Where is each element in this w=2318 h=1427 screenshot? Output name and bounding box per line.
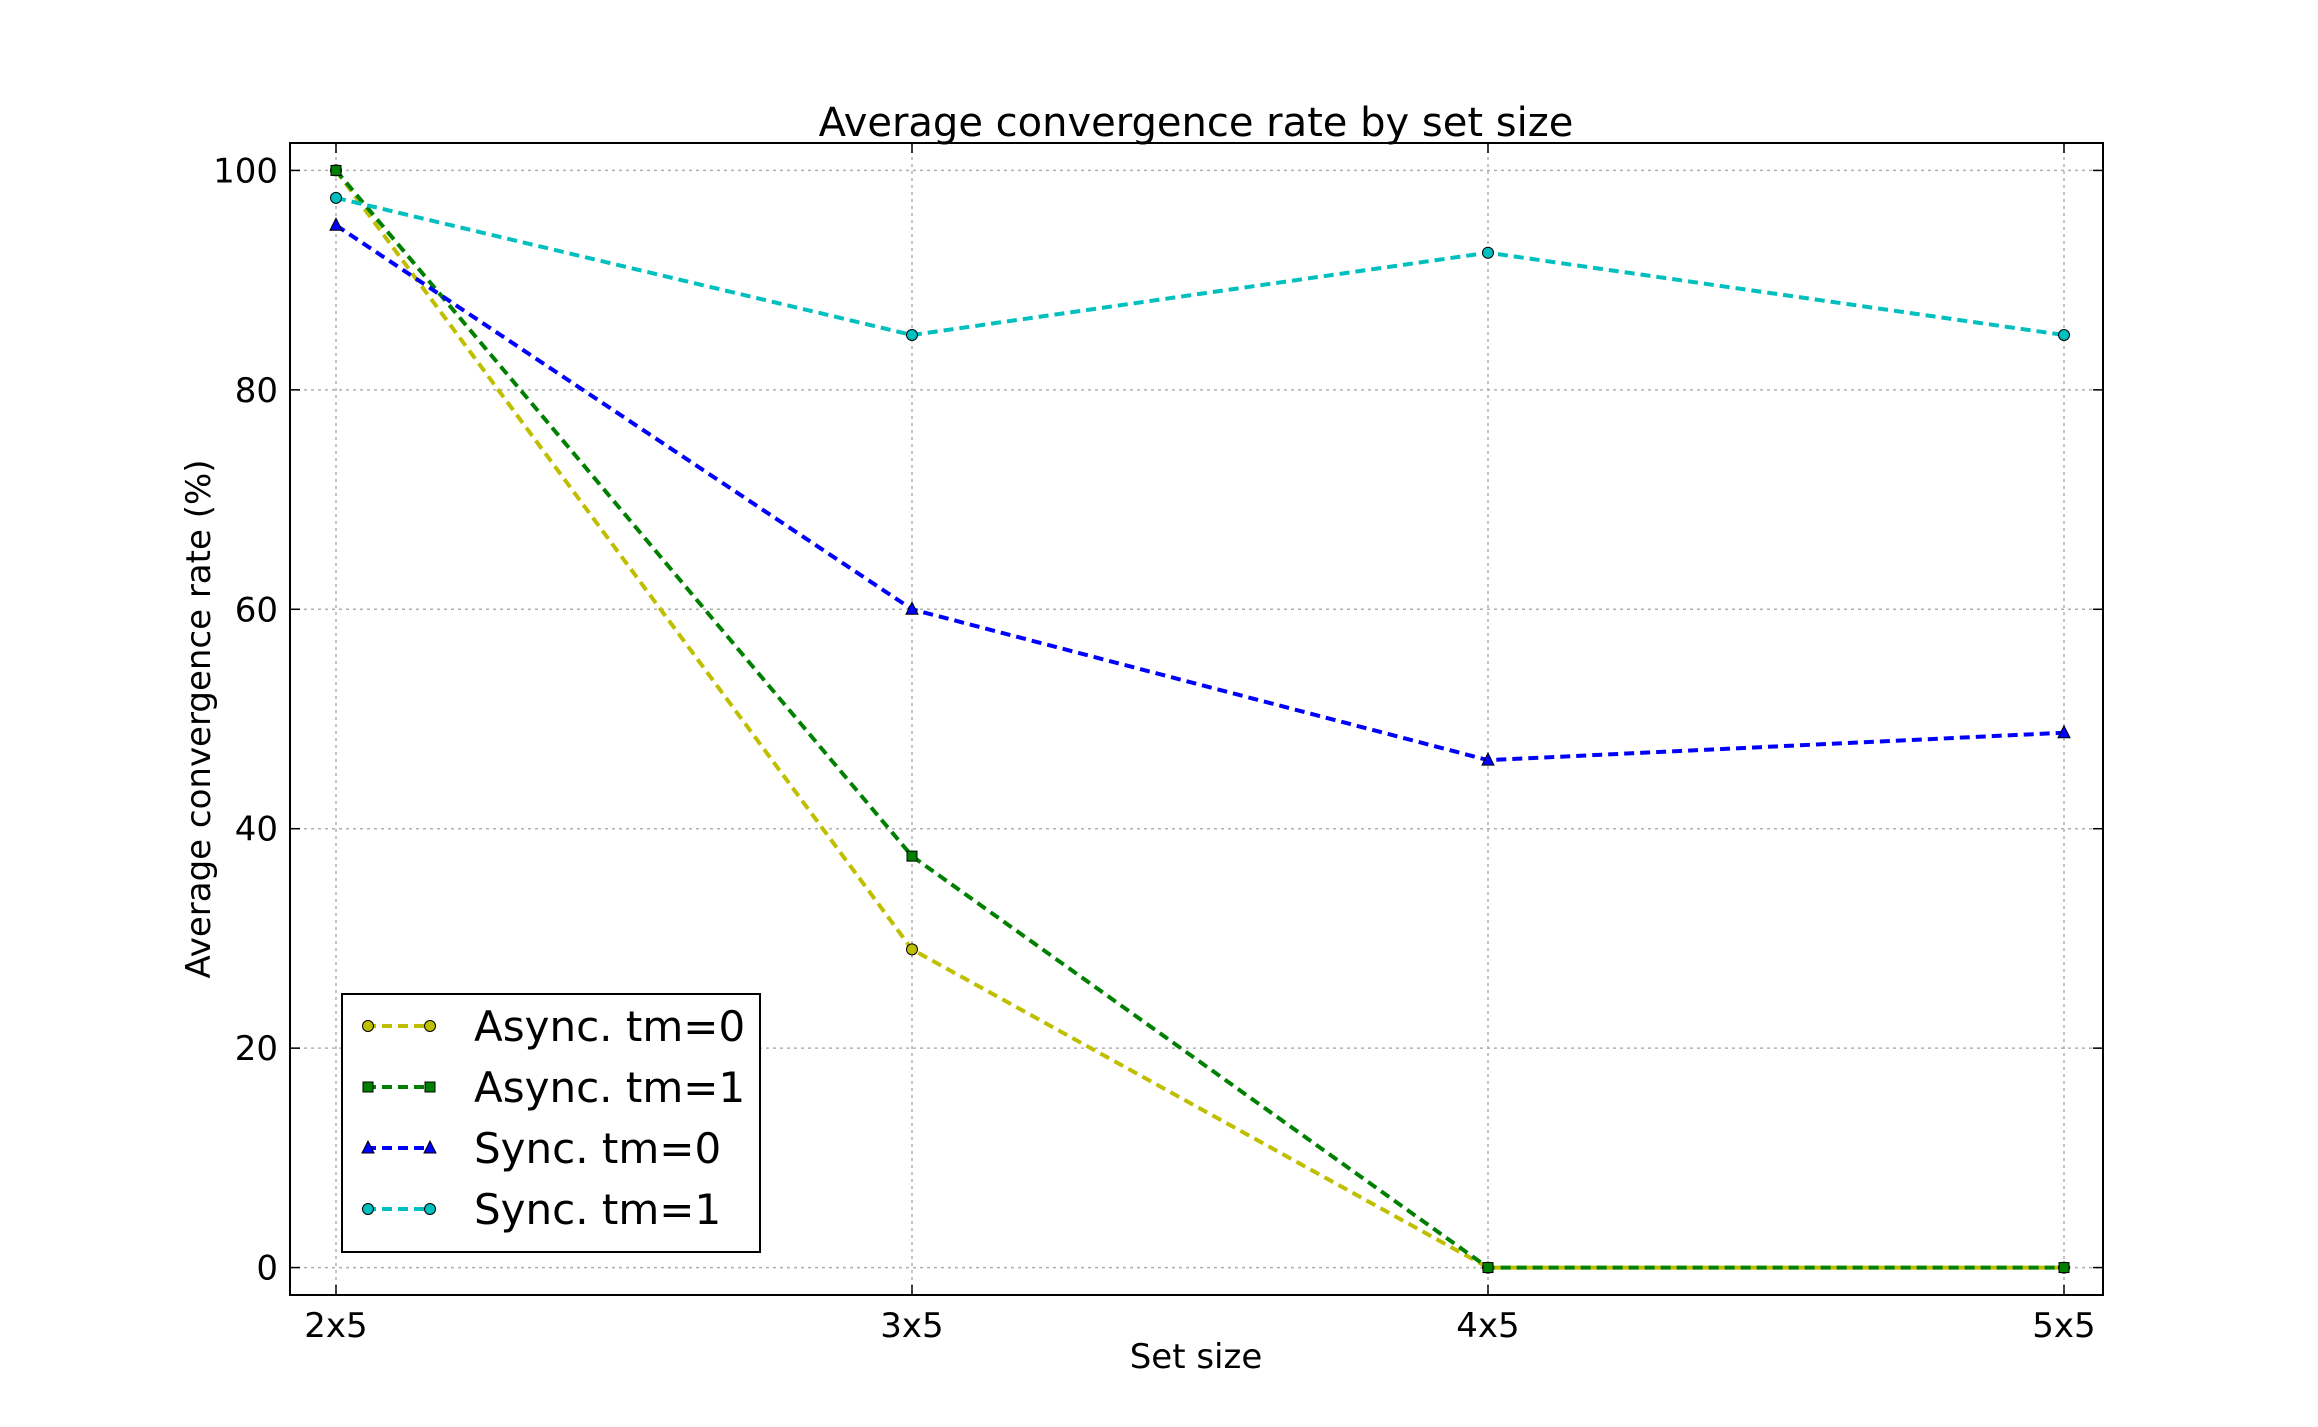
- legend: Async. tm=0 Async. tm=1 Sync. tm=0 Sync. tm…: [341, 993, 761, 1253]
- legend-marker-start: [361, 1139, 375, 1154]
- y-tick-label: 20: [235, 1029, 278, 1069]
- y-axis-title: Average convergence rate (%): [179, 459, 219, 978]
- ticks: [290, 143, 2103, 1295]
- legend-marker-start: [362, 1020, 374, 1032]
- series-line: [334, 169, 2064, 1270]
- legend-box: [341, 993, 761, 1253]
- data-point: [906, 850, 918, 862]
- legend-marker-end: [424, 1081, 436, 1093]
- series-2: [330, 164, 2070, 1274]
- data-point: [1482, 246, 1494, 259]
- legend-label: Async. tm=0: [474, 1002, 745, 1051]
- y-tick-label: 60: [235, 590, 278, 630]
- series-line: [334, 169, 2064, 1270]
- chart-title: Average convergence rate by set size: [819, 100, 1574, 146]
- x-tick-label: 5x5: [2032, 1306, 2095, 1346]
- x-tick-label: 4x5: [1456, 1306, 1519, 1346]
- data-point: [330, 191, 342, 204]
- x-axis-title: Set size: [1130, 1337, 1263, 1377]
- x-tick-label: 3x5: [880, 1306, 943, 1346]
- legend-marker-end: [424, 1203, 436, 1215]
- series-3: [329, 217, 2071, 766]
- legend-marker-start: [362, 1203, 374, 1215]
- series-line: [334, 223, 2065, 763]
- data-point: [1481, 752, 1495, 766]
- series-4: [330, 191, 2070, 341]
- legend-item: Sync. tm=1: [362, 1185, 721, 1234]
- legend-marker-start: [362, 1081, 374, 1093]
- y-tick-label: 0: [256, 1249, 278, 1289]
- legend-item: Async. tm=1: [362, 1063, 745, 1112]
- legend-marker-end: [424, 1020, 436, 1032]
- data-point: [329, 217, 343, 231]
- data-point: [906, 943, 918, 956]
- x-tick-label: 2x5: [304, 1306, 367, 1346]
- y-tick-label: 100: [213, 151, 278, 191]
- data-point: [2058, 329, 2070, 341]
- legend-marker-end: [423, 1139, 437, 1154]
- y-tick-label: 80: [235, 371, 278, 411]
- data-point: [906, 329, 918, 341]
- legend-label: Async. tm=1: [474, 1063, 745, 1112]
- plot-frame: [289, 142, 2104, 1296]
- legend-label: Sync. tm=1: [474, 1185, 721, 1234]
- data-point: [2057, 724, 2071, 739]
- data-point: [2058, 1262, 2070, 1274]
- data-point: [905, 601, 919, 615]
- data-point: [330, 164, 342, 176]
- series-layer: [329, 164, 2071, 1274]
- y-tick-label: 40: [235, 810, 278, 850]
- legend-label: Sync. tm=0: [474, 1124, 721, 1173]
- legend-item: Async. tm=0: [362, 1002, 745, 1051]
- data-point: [1482, 1262, 1494, 1274]
- legend-item: Sync. tm=0: [361, 1124, 721, 1173]
- tick-labels: 2x5 3x5 4x5 5x5 0 20 40 60 80 100: [213, 151, 2096, 1346]
- series-line: [335, 195, 2065, 338]
